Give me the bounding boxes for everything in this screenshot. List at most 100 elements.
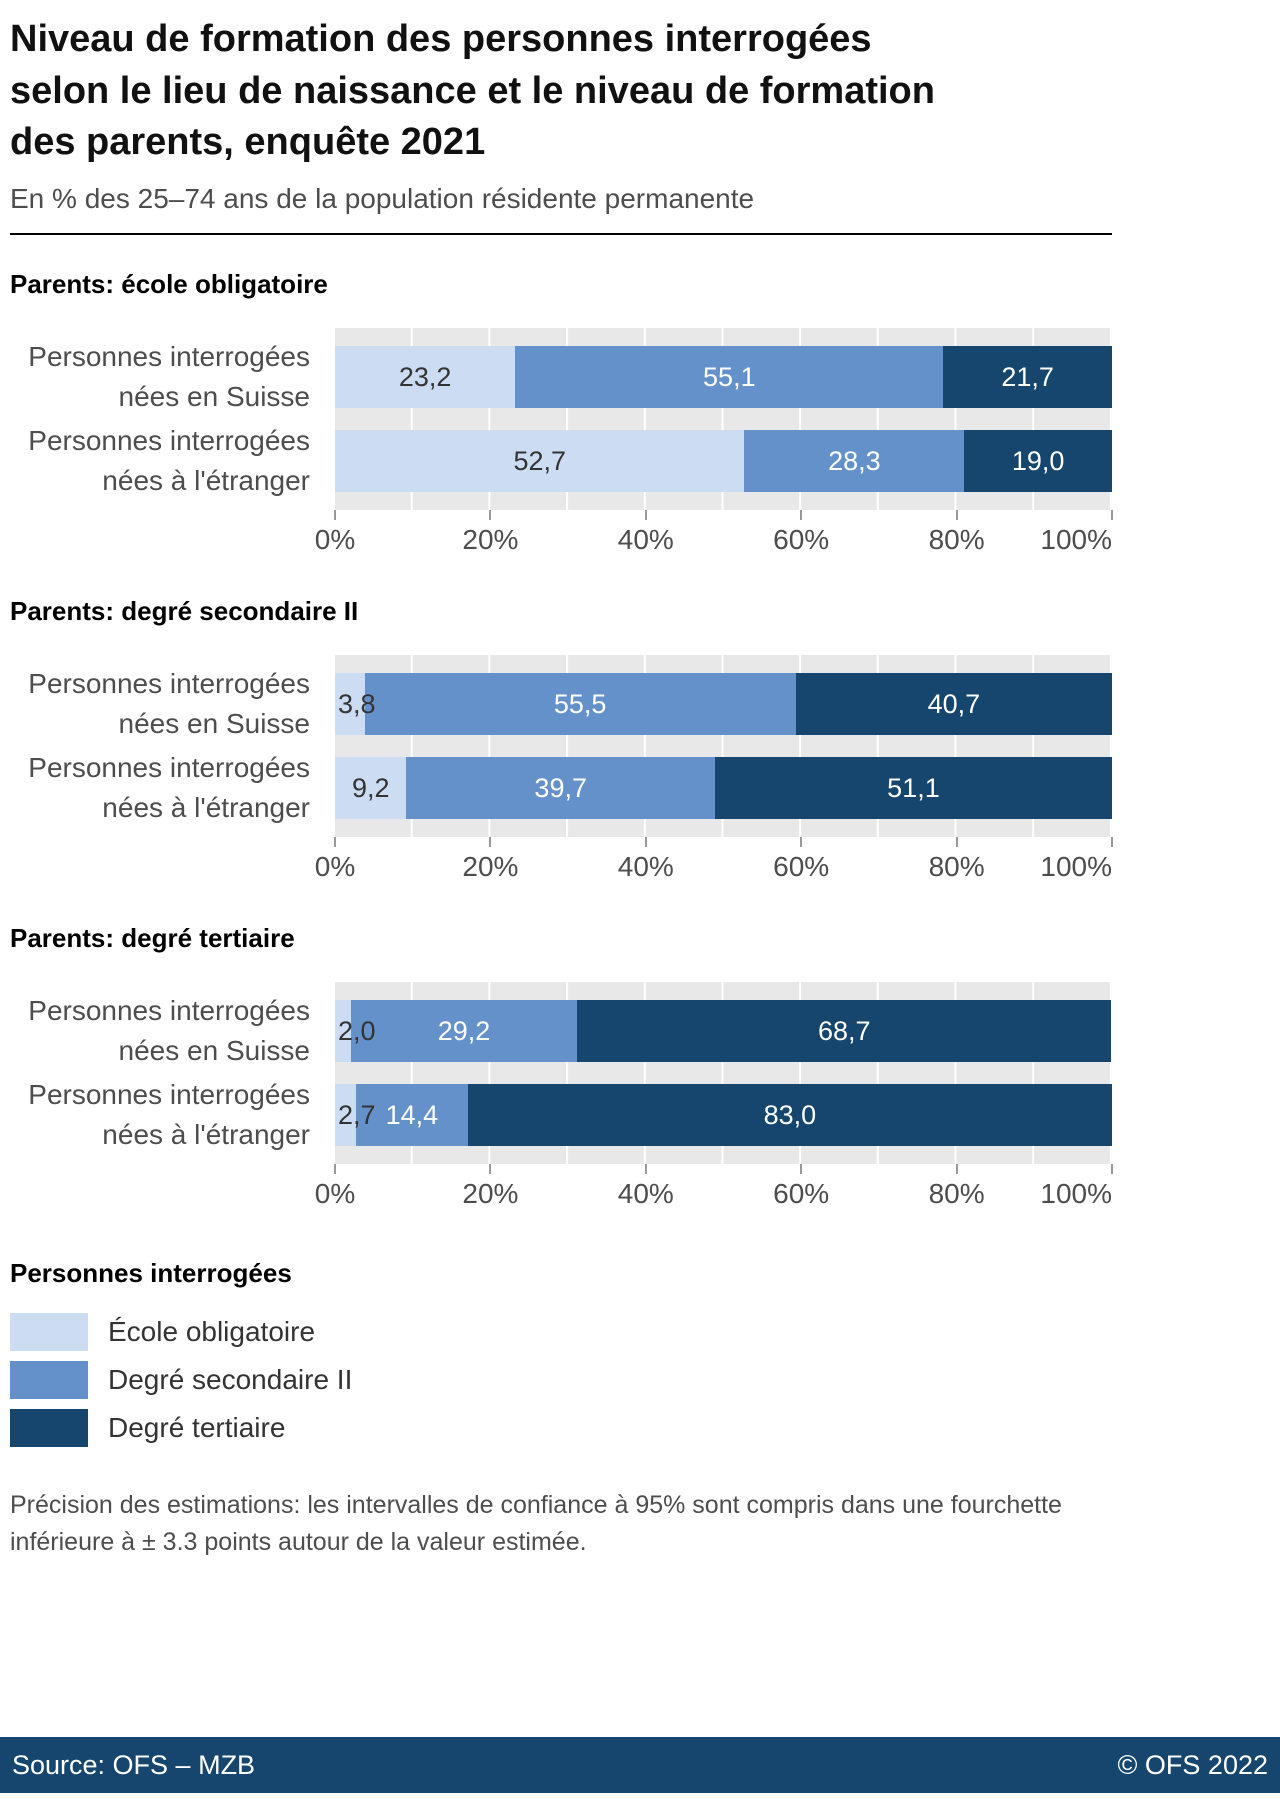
legend-title: Personnes interrogées (10, 1258, 292, 1289)
legend-item: Degré secondaire II (10, 1361, 1270, 1400)
stacked-bar: 23,2 55,1 21,7 (335, 346, 1112, 409)
row-label-line: nées à l'étranger (102, 792, 310, 824)
axis-tick-label: 60% (773, 851, 830, 883)
axis-tick (1111, 510, 1113, 521)
bar-segment: 21,7 (943, 346, 1112, 409)
bar-segment: 55,1 (515, 346, 944, 409)
section-heading: Parents: degré secondaire II (10, 596, 359, 627)
chart-section: Parents: degré tertiaire Personnes interr… (10, 923, 1270, 1216)
legend-item: École obligatoire (10, 1313, 1270, 1352)
axis-tick-label: 40% (617, 1178, 674, 1210)
axis-tick (800, 1164, 803, 1175)
axis-tick-label: 100% (1040, 524, 1112, 556)
footer-source: Source: OFS – MZB (12, 1749, 256, 1780)
legend-swatch-ecole-obligatoire (10, 1313, 88, 1352)
axis-tick (334, 510, 336, 521)
section-heading: Parents: école obligatoire (10, 269, 328, 300)
row-label-line: nées en Suisse (118, 1035, 310, 1067)
row-label-line: Personnes interrogées (28, 425, 310, 457)
footer: Source: OFS – MZB © OFS 2022 (0, 1737, 1280, 1793)
axis-tick (1111, 1164, 1113, 1175)
bar-value-label: 14,4 (385, 1099, 439, 1130)
page-title-line: selon le lieu de naissance et le niveau … (10, 69, 935, 112)
row-label-line: nées à l'étranger (102, 465, 310, 497)
row-labels: Personnes interrogées nées en Suisse Perso… (10, 982, 310, 1216)
bar-segment: 29,2 (350, 1000, 578, 1063)
legend-label: Degré tertiaire (108, 1412, 286, 1444)
row-label: Personnes interrogées nées en Suisse (10, 341, 310, 412)
axis-tick-label: 60% (773, 524, 830, 556)
row-label-line: nées en Suisse (118, 708, 310, 740)
bar-segment: 52,7 (335, 430, 745, 493)
page-subtitle: En % des 25–74 ans de la population rési… (10, 183, 755, 215)
axis-tick-label: 60% (773, 1178, 830, 1210)
bar-value-label: 28,3 (828, 445, 881, 476)
axis-tick (334, 837, 336, 848)
row-label-line: nées à l'étranger (102, 1119, 310, 1151)
legend-item: Degré tertiaire (10, 1409, 1270, 1448)
bar-segment: 19,0 (964, 430, 1112, 493)
axis-tick (644, 837, 647, 848)
x-axis: 0% 20% 40% 60% 80% 100% (315, 837, 1113, 889)
axis-tick (644, 510, 647, 521)
axis-tick (955, 837, 958, 848)
row-label-line: Personnes interrogées (28, 752, 310, 784)
row-label-line: Personnes interrogées (28, 995, 310, 1027)
plot-area: 2,0 29,2 68,7 2,7 14,4 83,0 (335, 982, 1112, 1165)
page-title: Niveau de formation des personnes interr… (10, 14, 1270, 169)
axis-tick (489, 1164, 492, 1175)
axis-tick-label: 20% (462, 851, 519, 883)
axis-tick-label: 0% (314, 851, 356, 883)
bar-segment: 39,7 (406, 757, 715, 820)
row-label: Personnes interrogées nées à l'étranger (10, 752, 310, 823)
axis-tick (644, 1164, 647, 1175)
stacked-bar: 3,8 55,5 40,7 (335, 673, 1112, 736)
bar-segment: 51,1 (714, 757, 1112, 820)
charts: Parents: école obligatoire Personnes inte… (10, 269, 1270, 1216)
precision-note-line: inférieure à ± 3.3 points autour de la v… (10, 1528, 587, 1557)
legend-swatch-degre-tertiaire (10, 1409, 88, 1448)
axis-tick-label: 80% (928, 524, 985, 556)
plot-area: 3,8 55,5 40,7 9,2 39,7 51,1 (335, 655, 1112, 838)
section-heading: Parents: degré tertiaire (10, 923, 295, 954)
x-axis: 0% 20% 40% 60% 80% 100% (315, 510, 1113, 562)
axis-tick (489, 510, 492, 521)
chart-section: Parents: école obligatoire Personnes inte… (10, 269, 1270, 562)
bar-value-label: 2,7 (338, 1099, 376, 1130)
row-label: Personnes interrogées nées en Suisse (10, 995, 310, 1066)
axis-tick-label: 40% (617, 851, 674, 883)
bar-segment: 23,2 (335, 346, 516, 409)
row-labels: Personnes interrogées nées en Suisse Perso… (10, 655, 310, 889)
bar-segment: 83,0 (467, 1084, 1112, 1147)
bar-value-label: 9,2 (351, 772, 390, 803)
bar-segment: 2,7 (335, 1084, 376, 1147)
row-label: Personnes interrogées nées à l'étranger (10, 1079, 310, 1150)
axis-tick (800, 510, 803, 521)
axis-tick (1111, 837, 1113, 848)
bar-value-label: 83,0 (763, 1099, 817, 1130)
plot-area: 23,2 55,1 21,7 52,7 28,3 19,0 (335, 328, 1112, 511)
bar-value-label: 29,2 (437, 1015, 491, 1046)
bar-value-label: 21,7 (1001, 361, 1054, 392)
row-label-line: Personnes interrogées (28, 668, 310, 700)
page-title-line: des parents, enquête 2021 (10, 121, 486, 164)
bar-segment: 40,7 (795, 673, 1112, 736)
bar-segment: 14,4 (355, 1084, 468, 1147)
bar-value-label: 55,1 (703, 361, 756, 392)
bar-value-label: 52,7 (513, 445, 567, 476)
bar-segment: 3,8 (335, 673, 376, 736)
stacked-bar: 2,7 14,4 83,0 (335, 1084, 1112, 1147)
row-label-line: nées en Suisse (118, 381, 310, 413)
row-label-line: Personnes interrogées (28, 1079, 310, 1111)
row-label: Personnes interrogées nées en Suisse (10, 668, 310, 739)
axis-tick-label: 0% (314, 1178, 356, 1210)
bar-value-label: 55,5 (553, 688, 607, 719)
axis-tick (955, 1164, 958, 1175)
bar-segment: 9,2 (335, 757, 407, 820)
bar-segment: 28,3 (744, 430, 965, 493)
bar-value-label: 39,7 (534, 772, 587, 803)
axis-tick (955, 510, 958, 521)
bar-value-label: 3,8 (338, 688, 376, 719)
precision-note-line: Précision des estimations: les intervall… (10, 1491, 1062, 1520)
legend-label: École obligatoire (108, 1316, 316, 1348)
